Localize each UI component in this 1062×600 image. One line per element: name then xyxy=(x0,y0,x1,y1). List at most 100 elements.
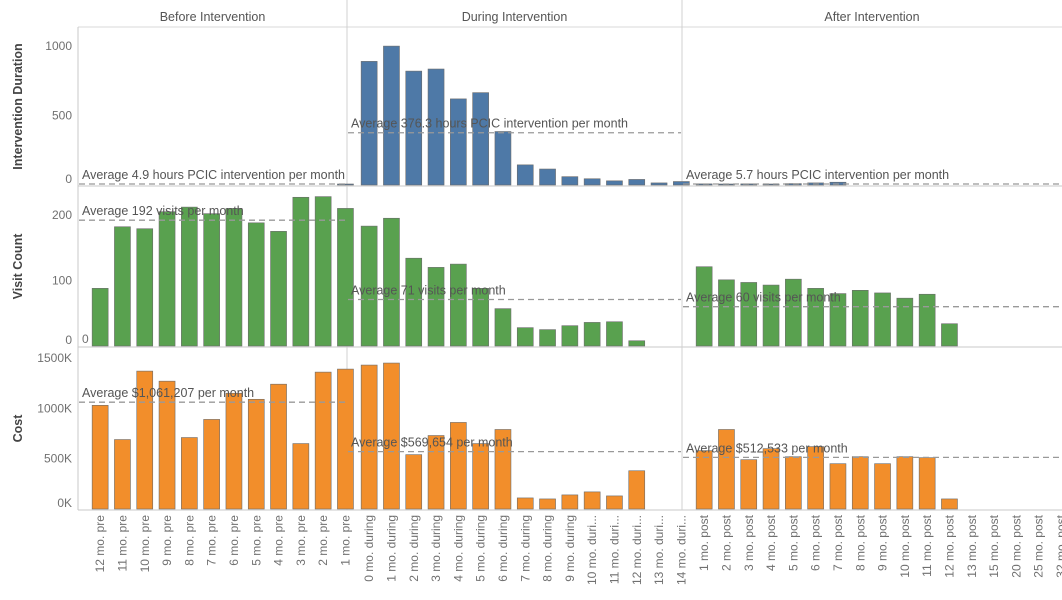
x-tick-label-7-mo-pre: 7 mo. pre xyxy=(205,515,219,566)
bar-intervention-duration-13-mo-duri xyxy=(650,182,668,186)
x-tick-label-9-mo-pre: 9 mo. pre xyxy=(160,515,174,566)
bar-visit-count-9-mo-post xyxy=(874,292,891,347)
bar-visit-count-10-mo-post xyxy=(896,297,914,347)
x-tick-label-14-mo-duri: 14 mo. duri... xyxy=(674,515,688,585)
bar-cost-4-mo-pre xyxy=(270,383,287,510)
bar-intervention-duration-11-mo-duri xyxy=(606,180,623,186)
average-label-visit-count-before-intervention: Average 192 visits per month xyxy=(82,204,244,218)
x-tick-label-4-mo-post: 4 mo. post xyxy=(764,514,778,571)
bar-visit-count-5-mo-post xyxy=(785,278,802,347)
x-tick-label-10-mo-post: 10 mo. post xyxy=(898,514,912,577)
bar-visit-count-3-mo-during xyxy=(427,267,445,347)
bar-cost-1-mo-pre xyxy=(337,368,354,510)
bar-intervention-duration-0-mo-during xyxy=(360,61,378,186)
y-axis-title-intervention-duration: Intervention Duration xyxy=(11,43,25,169)
bar-visit-count-6-mo-post xyxy=(807,288,824,347)
bar-intervention-duration-5-mo-during xyxy=(472,92,489,186)
bar-visit-count-5-mo-during xyxy=(472,288,489,347)
bar-cost-2-mo-post xyxy=(718,429,735,510)
x-tick-label-5-mo-pre: 5 mo. pre xyxy=(249,515,263,566)
bar-visit-count-2-mo-during xyxy=(405,257,423,347)
x-tick-label-8-mo-during: 8 mo. during xyxy=(541,515,555,582)
x-tick-label-8-mo-pre: 8 mo. pre xyxy=(182,515,196,566)
column-header-before-intervention: Before Intervention xyxy=(160,10,266,24)
average-label-intervention-duration-during-intervention: Average 376.3 hours PCIC intervention pe… xyxy=(351,117,628,131)
y-tick-label-intervention-duration-500: 500 xyxy=(52,109,72,123)
y-axis-title-cost: Cost xyxy=(11,414,25,443)
bar-visit-count-5-mo-pre xyxy=(247,222,265,347)
y-tick-label-cost-0k: 0K xyxy=(57,496,72,510)
bar-cost-4-mo-post xyxy=(762,448,780,510)
x-tick-label-3-mo-post: 3 mo. post xyxy=(742,514,756,571)
x-tick-label-5-mo-post: 5 mo. post xyxy=(786,514,800,571)
y-axis-title-visit-count: Visit Count xyxy=(11,233,25,300)
bar-visit-count-7-mo-pre xyxy=(203,213,220,347)
bar-cost-3-mo-pre xyxy=(292,443,310,510)
bar-visit-count-9-mo-pre xyxy=(158,211,176,347)
bar-cost-6-mo-during xyxy=(494,429,512,510)
bar-cost-1-mo-post xyxy=(695,450,713,510)
bar-cost-11-mo-duri xyxy=(606,495,623,510)
x-tick-label-10-mo-duri: 10 mo. duri... xyxy=(585,515,599,585)
bar-cost-2-mo-during xyxy=(405,454,423,510)
bar-cost-7-mo-during xyxy=(516,497,534,510)
bar-visit-count-11-mo-pre xyxy=(114,226,131,347)
bar-cost-2-mo-pre xyxy=(314,371,332,510)
bar-cost-1-mo-during xyxy=(383,362,400,510)
bar-cost-5-mo-post xyxy=(785,456,802,510)
corner-label-visit-count: 0 xyxy=(82,332,89,346)
bar-visit-count-8-mo-post xyxy=(851,290,869,347)
average-label-intervention-duration-before-intervention: Average 4.9 hours PCIC intervention per … xyxy=(82,168,345,182)
bar-cost-11-mo-post xyxy=(918,457,936,510)
x-tick-label-2-mo-post: 2 mo. post xyxy=(719,514,733,571)
bar-visit-count-3-mo-post xyxy=(740,282,758,347)
average-label-cost-after-intervention: Average $512,533 per month xyxy=(686,441,848,455)
bar-intervention-duration-1-mo-during xyxy=(383,45,400,186)
average-label-visit-count-after-intervention: Average 60 visits per month xyxy=(686,291,841,305)
x-tick-label-11-mo-duri: 11 mo. duri... xyxy=(607,515,621,584)
bar-cost-5-mo-pre xyxy=(247,398,265,510)
x-tick-label-5-mo-during: 5 mo. during xyxy=(474,515,488,582)
x-tick-label-1-mo-pre: 1 mo. pre xyxy=(338,515,352,566)
bar-visit-count-8-mo-during xyxy=(539,329,556,347)
bar-visit-count-12-mo-post xyxy=(941,323,958,347)
bar-visit-count-11-mo-duri xyxy=(606,321,623,347)
bar-intervention-duration-2-mo-during xyxy=(405,70,423,186)
x-tick-label-9-mo-during: 9 mo. during xyxy=(563,515,577,582)
bar-visit-count-8-mo-pre xyxy=(181,206,198,347)
x-tick-label-4-mo-during: 4 mo. during xyxy=(451,515,465,582)
bar-visit-count-10-mo-pre xyxy=(136,228,154,347)
bar-cost-6-mo-pre xyxy=(225,392,243,510)
y-tick-label-cost-500k: 500K xyxy=(44,452,72,466)
x-tick-label-10-mo-pre: 10 mo. pre xyxy=(138,515,152,573)
x-tick-label-15-mo-post: 15 mo. post xyxy=(987,514,1001,577)
x-tick-label-7-mo-post: 7 mo. post xyxy=(831,514,845,571)
bar-cost-8-mo-pre xyxy=(181,437,198,510)
bar-cost-9-mo-post xyxy=(874,463,891,510)
x-tick-label-1-mo-during: 1 mo. during xyxy=(384,515,398,582)
bar-visit-count-7-mo-during xyxy=(516,327,534,347)
bar-cost-11-mo-pre xyxy=(114,439,131,510)
column-header-after-intervention: After Intervention xyxy=(824,10,919,24)
x-tick-label-0-mo-during: 0 mo. during xyxy=(362,515,376,582)
bar-visit-count-0-mo-during xyxy=(360,225,378,347)
bar-visit-count-11-mo-post xyxy=(918,293,936,347)
bar-cost-0-mo-during xyxy=(360,364,378,510)
bar-cost-10-mo-duri xyxy=(583,491,601,510)
bar-cost-3-mo-during xyxy=(427,435,445,510)
x-tick-label-6-mo-during: 6 mo. during xyxy=(496,515,510,582)
bar-intervention-duration-7-mo-during xyxy=(516,164,534,186)
x-tick-label-9-mo-post: 9 mo. post xyxy=(876,514,890,571)
bar-cost-4-mo-during xyxy=(450,422,467,510)
bar-cost-9-mo-during xyxy=(561,494,579,510)
bar-intervention-duration-10-mo-duri xyxy=(583,178,601,186)
x-tick-label-2-mo-during: 2 mo. during xyxy=(407,515,421,582)
bar-intervention-duration-6-mo-during xyxy=(494,131,512,186)
average-label-intervention-duration-after-intervention: Average 5.7 hours PCIC intervention per … xyxy=(686,168,949,182)
bar-visit-count-3-mo-pre xyxy=(292,196,310,347)
bar-intervention-duration-12-mo-duri xyxy=(628,179,646,186)
x-tick-label-7-mo-during: 7 mo. during xyxy=(518,515,532,582)
x-tick-label-20-mo-post: 20 mo. post xyxy=(1009,514,1023,577)
x-tick-label-4-mo-pre: 4 mo. pre xyxy=(272,515,286,566)
